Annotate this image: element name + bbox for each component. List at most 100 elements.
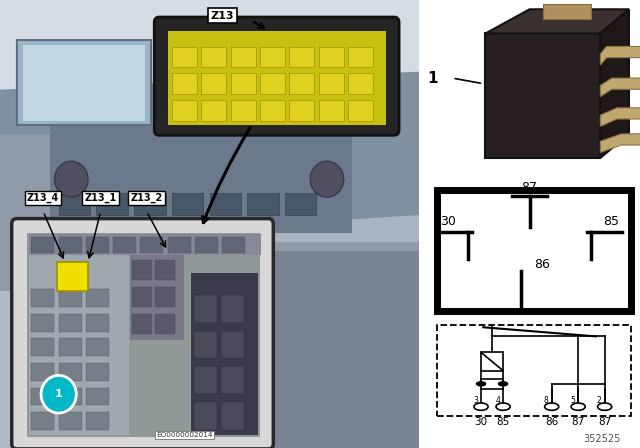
Text: 4: 4 [495, 396, 500, 405]
Text: 1: 1 [55, 389, 63, 399]
Bar [319, 47, 344, 67]
Bar [59, 289, 82, 307]
Bar [28, 233, 260, 437]
Circle shape [545, 403, 559, 410]
Bar [0, 0, 419, 90]
Bar [201, 100, 227, 121]
Bar [31, 237, 54, 253]
Bar [289, 47, 314, 67]
Polygon shape [600, 108, 640, 126]
Bar [113, 237, 136, 253]
Polygon shape [486, 34, 600, 158]
Circle shape [54, 161, 88, 197]
Bar [0, 242, 419, 448]
Bar [29, 237, 129, 435]
Bar [59, 338, 82, 356]
Bar [51, 125, 352, 233]
Circle shape [598, 403, 612, 410]
Bar [195, 237, 218, 253]
Bar [260, 47, 285, 67]
Text: 8: 8 [544, 396, 548, 405]
Bar [132, 287, 152, 307]
Bar [42, 251, 419, 448]
Bar [59, 388, 82, 405]
Text: 85: 85 [604, 215, 620, 228]
Bar [210, 193, 241, 215]
FancyBboxPatch shape [12, 219, 273, 448]
Bar [221, 295, 244, 323]
Bar [86, 363, 109, 381]
Bar [31, 412, 54, 430]
Bar [168, 237, 191, 253]
Bar [247, 193, 279, 215]
Bar [319, 73, 344, 94]
Text: 85: 85 [497, 417, 509, 427]
Bar [31, 363, 54, 381]
Bar [134, 193, 166, 215]
Bar [29, 234, 261, 255]
Bar [132, 314, 152, 334]
Bar [172, 193, 204, 215]
Bar [194, 402, 217, 430]
Bar [0, 134, 51, 448]
Bar [194, 295, 217, 323]
Polygon shape [486, 9, 629, 34]
Bar [319, 100, 344, 121]
Polygon shape [600, 47, 640, 65]
Bar [437, 325, 631, 416]
Circle shape [474, 403, 488, 410]
Text: Z13_1: Z13_1 [84, 193, 116, 203]
Text: 87: 87 [522, 181, 538, 194]
Bar [97, 193, 128, 215]
Bar [289, 100, 314, 121]
Bar [86, 338, 109, 356]
Bar [194, 331, 217, 358]
Bar [260, 100, 285, 121]
Bar [59, 412, 82, 430]
Bar [31, 388, 54, 405]
Bar [481, 379, 503, 389]
Text: 30: 30 [474, 417, 488, 427]
Bar [221, 366, 244, 394]
Circle shape [310, 161, 344, 197]
Text: Z13_2: Z13_2 [131, 193, 163, 203]
Circle shape [496, 403, 510, 410]
Bar [260, 73, 285, 94]
Text: 86: 86 [534, 258, 550, 271]
Text: 30: 30 [440, 215, 456, 228]
Text: 86: 86 [545, 417, 558, 427]
Bar [543, 4, 591, 18]
Text: 2: 2 [596, 396, 602, 405]
Text: 5: 5 [570, 396, 575, 405]
Bar [155, 260, 175, 280]
Bar [221, 402, 244, 430]
Bar [86, 289, 109, 307]
FancyBboxPatch shape [154, 17, 399, 135]
Bar [86, 237, 109, 253]
Bar [132, 260, 152, 280]
Bar [168, 31, 386, 125]
Bar [222, 237, 245, 253]
Bar [201, 47, 227, 67]
Bar [86, 388, 109, 405]
Polygon shape [600, 134, 640, 152]
Bar [59, 193, 90, 215]
Bar [194, 366, 217, 394]
Bar [31, 314, 54, 332]
Bar [230, 73, 256, 94]
Bar [201, 73, 227, 94]
Bar [172, 100, 197, 121]
Circle shape [498, 381, 508, 387]
Bar [31, 289, 54, 307]
Bar [86, 412, 109, 430]
Text: EO0000002014: EO0000002014 [156, 432, 212, 438]
Polygon shape [600, 78, 640, 97]
Text: 87: 87 [572, 417, 585, 427]
Bar [172, 73, 197, 94]
Bar [31, 338, 54, 356]
Circle shape [41, 375, 76, 413]
Bar [86, 314, 109, 332]
Text: Z13: Z13 [211, 11, 234, 21]
Bar [289, 73, 314, 94]
Bar [59, 363, 82, 381]
